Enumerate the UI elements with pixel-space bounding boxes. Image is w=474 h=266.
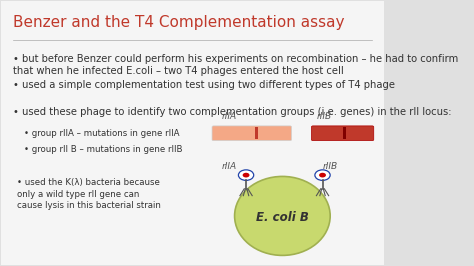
FancyBboxPatch shape bbox=[311, 126, 374, 141]
Text: Benzer and the T4 Complementation assay: Benzer and the T4 Complementation assay bbox=[13, 15, 344, 30]
Circle shape bbox=[238, 170, 254, 180]
Text: • used these phage to identify two complementation groups (i.e. genes) in the rI: • used these phage to identify two compl… bbox=[13, 107, 451, 117]
Text: rIIB: rIIB bbox=[317, 112, 332, 121]
Text: • but before Benzer could perform his experiments on recombination – he had to c: • but before Benzer could perform his ex… bbox=[13, 54, 458, 76]
FancyBboxPatch shape bbox=[1, 1, 383, 265]
Text: • group rIIA – mutations in gene rIIA: • group rIIA – mutations in gene rIIA bbox=[24, 129, 180, 138]
Text: • group rII B – mutations in gene rIIB: • group rII B – mutations in gene rIIB bbox=[24, 145, 183, 154]
Text: rIIA: rIIA bbox=[221, 112, 237, 121]
FancyBboxPatch shape bbox=[343, 127, 346, 139]
Text: E. coli B: E. coli B bbox=[256, 211, 309, 224]
FancyBboxPatch shape bbox=[212, 126, 292, 141]
Text: rIIB: rIIB bbox=[322, 162, 337, 171]
Text: rIIA: rIIA bbox=[221, 162, 237, 171]
Text: • used a simple complementation test using two different types of T4 phage: • used a simple complementation test usi… bbox=[13, 80, 395, 90]
FancyBboxPatch shape bbox=[255, 127, 258, 139]
Circle shape bbox=[319, 173, 326, 177]
Circle shape bbox=[315, 170, 330, 180]
Ellipse shape bbox=[235, 176, 330, 255]
Circle shape bbox=[243, 173, 249, 177]
Text: • used the K(λ) bacteria because
only a wild type rII gene can
cause lysis in th: • used the K(λ) bacteria because only a … bbox=[17, 178, 161, 210]
